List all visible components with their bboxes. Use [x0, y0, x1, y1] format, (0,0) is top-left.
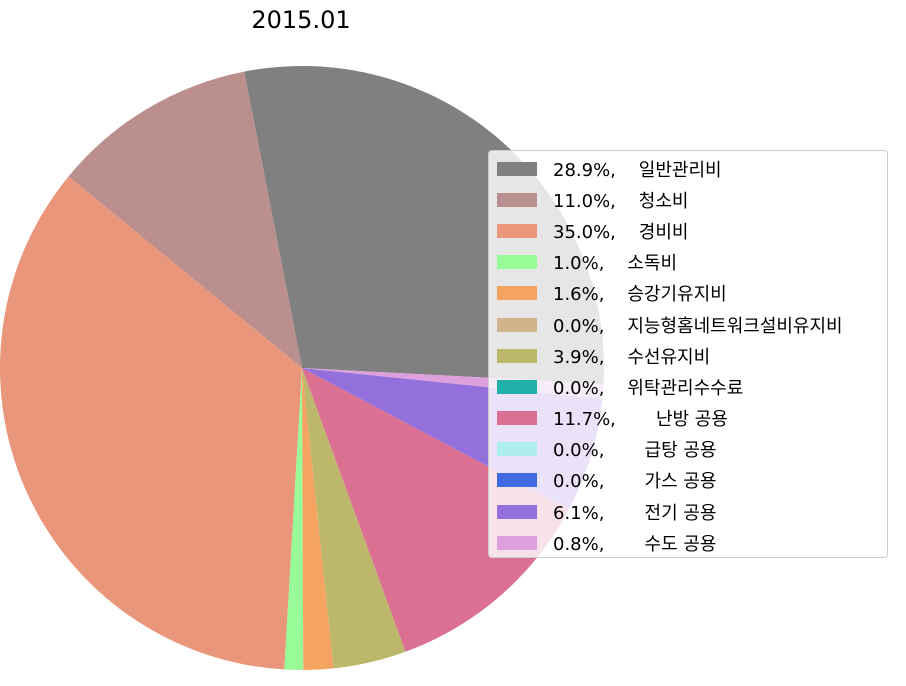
legend-label: 0.0%, 급탕 공용	[553, 440, 717, 462]
legend-label: 11.0%, 청소비	[553, 190, 689, 212]
legend-label: 0.0%, 가스 공용	[553, 471, 717, 493]
pie-slice-2	[0, 176, 302, 670]
legend-swatch	[497, 442, 537, 457]
legend-swatch	[497, 473, 537, 488]
legend-swatch	[497, 286, 537, 301]
legend-label: 6.1%, 전기 공용	[553, 502, 717, 524]
legend-swatch	[497, 161, 537, 176]
legend-swatch	[497, 504, 537, 519]
legend-label: 0.0%, 위탁관리수수료	[553, 377, 744, 399]
legend-swatch	[497, 223, 537, 238]
legend-swatch	[497, 348, 537, 363]
legend-item: 3.9%, 수선유지비	[489, 340, 887, 371]
pie-slice-8	[302, 368, 570, 652]
legend-item: 0.0%, 지능형홈네트워크설비유지비	[489, 309, 887, 340]
legend-swatch	[497, 411, 537, 426]
legend-swatch	[497, 255, 537, 270]
legend-label: 0.8%, 수도 공용	[553, 533, 717, 555]
legend-label: 0.0%, 지능형홈네트워크설비유지비	[553, 315, 843, 337]
legend-swatch	[497, 379, 537, 394]
legend-item: 35.0%, 경비비	[489, 215, 887, 246]
legend-item: 0.8%, 수도 공용	[489, 527, 887, 558]
legend-label: 1.6%, 승강기유지비	[553, 284, 727, 306]
legend-swatch	[497, 317, 537, 332]
legend-swatch	[497, 192, 537, 207]
legend-item: 28.9%, 일반관리비	[489, 153, 887, 184]
legend-label: 1.0%, 소독비	[553, 253, 678, 275]
legend-item: 1.6%, 승강기유지비	[489, 278, 887, 309]
legend-item: 0.0%, 급탕 공용	[489, 434, 887, 465]
pie-slice-4	[302, 368, 334, 670]
pie-slice-1	[68, 71, 302, 368]
chart-title: 2015.01	[251, 6, 350, 34]
legend-item: 11.0%, 청소비	[489, 184, 887, 215]
legend: 28.9%, 일반관리비 11.0%, 청소비 35.0%, 경비비 1.0%, 소독…	[488, 150, 888, 558]
legend-item: 0.0%, 위탁관리수수료	[489, 371, 887, 402]
legend-item: 6.1%, 전기 공용	[489, 496, 887, 527]
legend-swatch	[497, 535, 537, 550]
legend-item: 0.0%, 가스 공용	[489, 465, 887, 496]
pie-slice-3	[284, 368, 304, 671]
pie-slice-6	[302, 368, 406, 669]
legend-label: 3.9%, 수선유지비	[553, 346, 711, 368]
legend-label: 35.0%, 경비비	[553, 221, 689, 243]
legend-item: 11.7%, 난방 공용	[489, 403, 887, 434]
legend-label: 28.9%, 일반관리비	[553, 159, 722, 181]
legend-item: 1.0%, 소독비	[489, 247, 887, 278]
legend-label: 11.7%, 난방 공용	[553, 409, 728, 431]
